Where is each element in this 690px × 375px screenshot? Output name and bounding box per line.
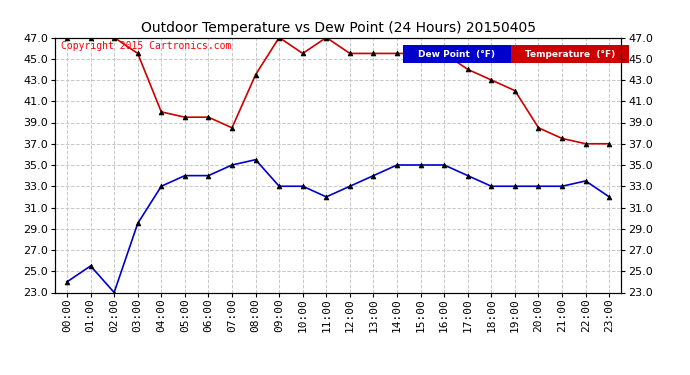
FancyBboxPatch shape (511, 45, 629, 63)
Text: Temperature  (°F): Temperature (°F) (525, 50, 615, 58)
Text: Copyright 2015 Cartronics.com: Copyright 2015 Cartronics.com (61, 41, 231, 51)
Title: Outdoor Temperature vs Dew Point (24 Hours) 20150405: Outdoor Temperature vs Dew Point (24 Hou… (141, 21, 535, 35)
FancyBboxPatch shape (403, 45, 511, 63)
Text: Dew Point  (°F): Dew Point (°F) (418, 50, 495, 58)
